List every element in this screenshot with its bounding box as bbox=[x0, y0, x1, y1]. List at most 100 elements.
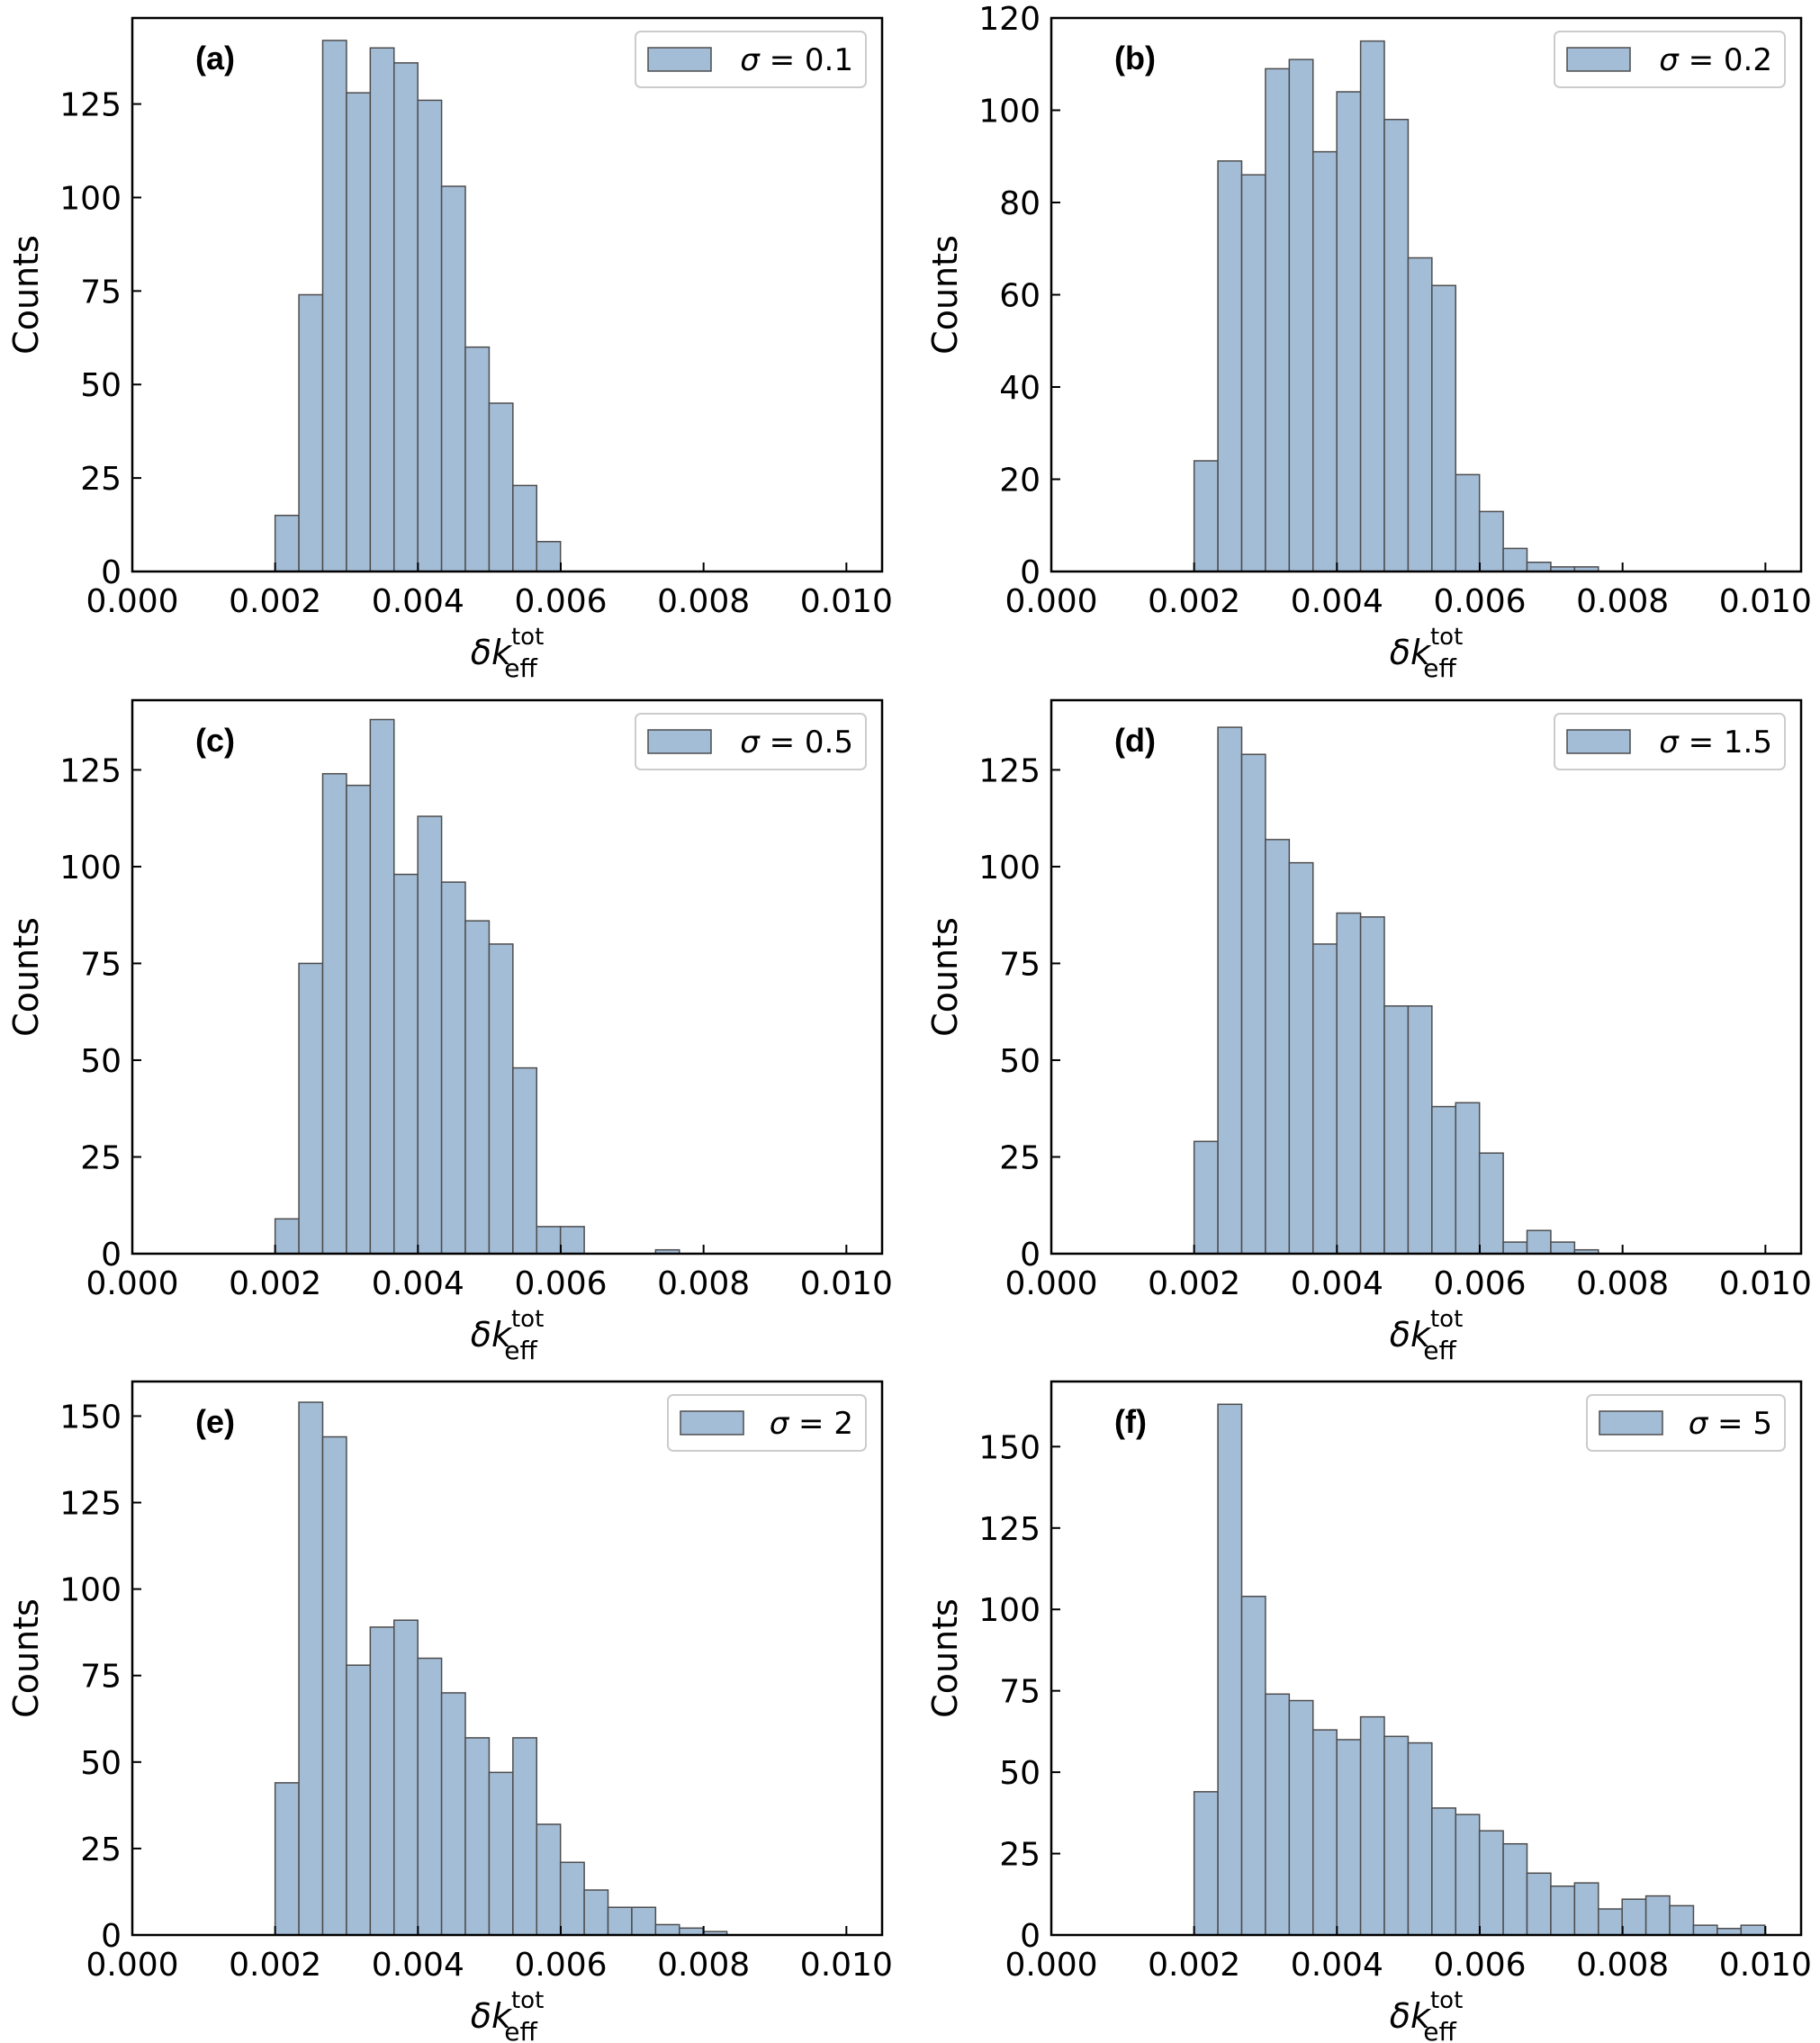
x-tick-label: 0.010 bbox=[800, 1947, 893, 1984]
legend: σ = 2 bbox=[667, 1394, 867, 1452]
y-tick-label: 100 bbox=[978, 94, 1041, 130]
legend-box bbox=[635, 713, 867, 770]
x-tick-label: 0.002 bbox=[1148, 1947, 1240, 1984]
histogram-bar bbox=[1240, 174, 1266, 572]
x-tick-label: 0.006 bbox=[1433, 1947, 1526, 1984]
histogram-bar bbox=[1526, 1229, 1552, 1255]
histogram-bar bbox=[1573, 1882, 1599, 1936]
y-tick-label: 0 bbox=[101, 554, 122, 591]
histogram-bar bbox=[1455, 1814, 1481, 1936]
legend: σ = 5 bbox=[1586, 1394, 1786, 1452]
panel-f: 0.000 0.002 0.004 0.006 0.008 0.010 0 25 50 75 100… bbox=[925, 1380, 1812, 2043]
x-tick-label: 0.006 bbox=[1433, 583, 1526, 620]
x-tick-label: 0.002 bbox=[229, 1265, 321, 1302]
histogram-bar bbox=[559, 1861, 585, 1936]
y-tick-label: 25 bbox=[999, 1837, 1041, 1874]
histogram-bar bbox=[1455, 1102, 1481, 1255]
x-tick-label: 0.004 bbox=[372, 583, 464, 620]
histogram-bar bbox=[1240, 1596, 1266, 1936]
histogram-bar bbox=[1383, 1735, 1410, 1936]
x-tick-label: 0.002 bbox=[229, 1947, 321, 1984]
y-tick-label: 100 bbox=[978, 850, 1041, 886]
x-tick-label: 0.008 bbox=[1576, 583, 1669, 620]
x-tick-label: 0.008 bbox=[1576, 1265, 1669, 1302]
histogram-bar bbox=[298, 293, 324, 572]
histogram-bar bbox=[1193, 1791, 1219, 1936]
panel-label: (b) bbox=[1114, 40, 1156, 76]
panel-label: (d) bbox=[1114, 722, 1156, 759]
y-tick-label: 0 bbox=[1020, 1918, 1041, 1955]
legend-label: σ = 0.1 bbox=[740, 42, 853, 78]
legend-label: σ = 5 bbox=[1689, 1406, 1772, 1442]
histogram-bar bbox=[1621, 1898, 1647, 1936]
x-tick-label: 0.008 bbox=[657, 1947, 750, 1984]
histogram-bar bbox=[583, 1889, 609, 1936]
histogram-bar bbox=[536, 1226, 562, 1255]
y-axis-label: Counts bbox=[925, 1598, 965, 1718]
y-tick-label: 120 bbox=[978, 1, 1041, 38]
y-tick-label: 20 bbox=[999, 463, 1041, 500]
bars bbox=[274, 718, 680, 1255]
x-tick-label: 0.000 bbox=[1005, 1947, 1097, 1984]
x-tick-label: 0.000 bbox=[86, 1265, 178, 1302]
y-tick-label: 50 bbox=[999, 1755, 1041, 1792]
axes-frame bbox=[131, 1380, 884, 1937]
legend: σ = 0.1 bbox=[635, 31, 867, 88]
x-tick-label: 0.000 bbox=[86, 583, 178, 620]
panel-label: (e) bbox=[195, 1403, 235, 1440]
legend-label: σ = 1.5 bbox=[1659, 724, 1772, 760]
x-tick-label: 0.008 bbox=[657, 1265, 750, 1302]
histogram-bar bbox=[536, 1823, 562, 1936]
histogram-bar bbox=[346, 784, 372, 1255]
y-tick-label: 75 bbox=[80, 946, 122, 983]
bars bbox=[1193, 40, 1599, 572]
histogram-bar bbox=[1312, 1729, 1338, 1936]
histogram-bar bbox=[417, 815, 443, 1255]
y-axis-label: Counts bbox=[925, 235, 965, 355]
y-tick-label: 60 bbox=[999, 278, 1041, 315]
histogram-bar bbox=[1265, 68, 1291, 572]
x-axis-label: δktot eff bbox=[471, 624, 545, 683]
histogram-bar bbox=[512, 484, 538, 572]
y-tick-label: 100 bbox=[59, 1572, 122, 1609]
panel-c: 0.000 0.002 0.004 0.006 0.008 0.010 0 25 50 75 100… bbox=[6, 698, 893, 1365]
histogram-bar bbox=[654, 1923, 680, 1936]
histogram-bar bbox=[1288, 861, 1314, 1255]
y-tick-label: 75 bbox=[999, 1674, 1041, 1711]
histogram-bar bbox=[440, 881, 466, 1255]
bars bbox=[1193, 726, 1599, 1255]
y-tick-label: 25 bbox=[80, 1139, 122, 1176]
x-tick-label: 0.010 bbox=[800, 583, 893, 620]
histogram-bar bbox=[369, 1626, 395, 1936]
histogram-bar bbox=[440, 1692, 466, 1936]
histogram-bar bbox=[488, 1771, 514, 1936]
histogram-bar bbox=[298, 1401, 324, 1936]
legend-swatch bbox=[1599, 1410, 1663, 1436]
legend: σ = 1.5 bbox=[1554, 713, 1786, 770]
histogram-bar bbox=[1598, 1908, 1623, 1936]
histogram-bar bbox=[1644, 1894, 1671, 1936]
histogram-bar bbox=[1312, 943, 1338, 1255]
x-axis-label: δktot eff bbox=[1390, 1306, 1464, 1365]
y-tick-label: 100 bbox=[978, 1592, 1041, 1629]
histogram-bar bbox=[440, 185, 466, 572]
histogram-bar bbox=[346, 92, 372, 572]
histogram-bar bbox=[369, 47, 395, 572]
x-tick-label: 0.004 bbox=[1291, 583, 1383, 620]
histogram-bar bbox=[488, 943, 514, 1255]
histogram-bar bbox=[488, 402, 514, 572]
histogram-bar bbox=[1502, 1241, 1528, 1255]
histogram-bar bbox=[393, 62, 419, 572]
x-tick-label: 0.008 bbox=[657, 583, 750, 620]
histogram-bar bbox=[321, 40, 347, 572]
histogram-bar bbox=[1431, 284, 1457, 572]
x-tick-label: 0.010 bbox=[1719, 1947, 1812, 1984]
legend-label: σ = 2 bbox=[770, 1406, 853, 1442]
x-tick-label: 0.006 bbox=[514, 1265, 607, 1302]
x-tick-label: 0.004 bbox=[372, 1265, 464, 1302]
histogram-bar bbox=[393, 873, 419, 1255]
x-tick-label: 0.008 bbox=[1576, 1947, 1669, 1984]
histogram-bar bbox=[1455, 473, 1481, 572]
y-tick-label: 50 bbox=[80, 1745, 122, 1782]
histogram-bar bbox=[1336, 912, 1362, 1255]
